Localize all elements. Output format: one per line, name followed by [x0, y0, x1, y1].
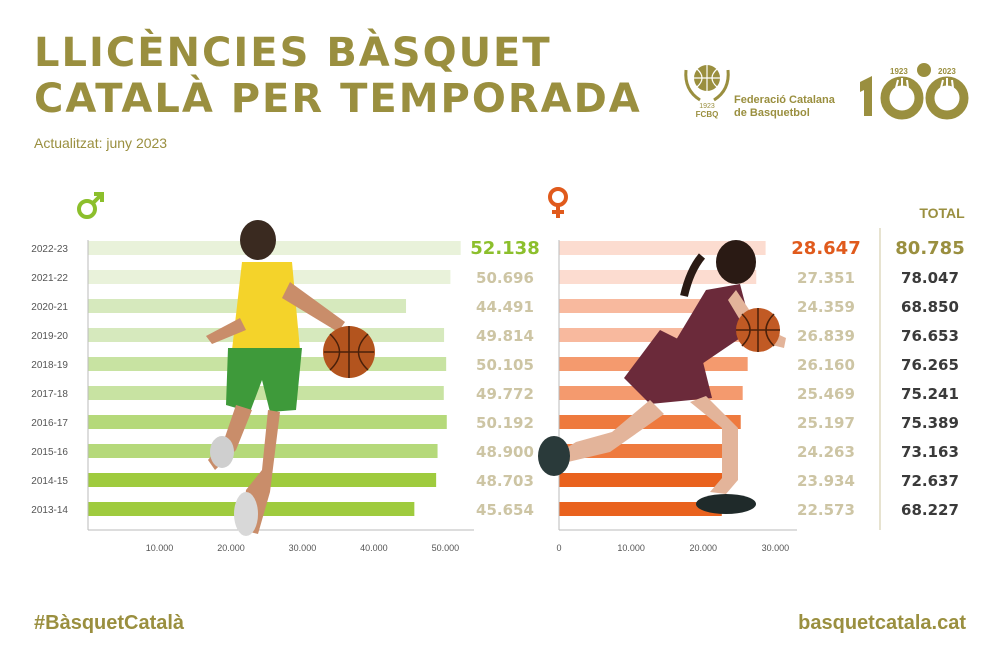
total-value-label: 72.637: [901, 472, 959, 490]
female-value-label: 25.469: [797, 385, 855, 403]
female-symbol-icon: [548, 187, 568, 218]
title-line-1: LLICÈNCIES BÀSQUET: [34, 30, 552, 76]
male-value-label: 44.491: [476, 298, 534, 316]
category-label: 2022-23: [31, 244, 68, 255]
total-value-label: 73.163: [901, 443, 959, 461]
total-value-label: 75.389: [901, 414, 959, 432]
centenary-end-year: 2023: [938, 67, 956, 76]
female-bar: [559, 502, 722, 516]
male-value-label: 45.654: [476, 501, 534, 519]
male-value-label: 48.900: [476, 443, 534, 461]
female-value-label: 25.197: [797, 414, 855, 432]
female-bar: [559, 299, 735, 313]
category-label: 2019-20: [31, 331, 68, 342]
male-value-label: 50.696: [476, 269, 534, 287]
page-title: LLICÈNCIES BÀSQUET CATALÀ PER TEMPORADA: [34, 30, 642, 122]
fcbq-name-line-2: de Basquetbol: [734, 107, 810, 119]
male-value-label: 50.105: [476, 356, 534, 374]
total-value-label: 76.265: [901, 356, 959, 374]
category-label: 2017-18: [31, 389, 68, 400]
female-x-tick-label: 0: [556, 543, 561, 553]
female-value-label: 27.351: [797, 269, 855, 287]
female-value-label: 26.160: [797, 356, 855, 374]
total-value-label: 75.241: [901, 385, 959, 403]
centenary-100-icon: 1923 2023: [860, 63, 969, 120]
fcbq-abbr: FCBQ: [696, 110, 719, 119]
male-value-label: 52.138: [470, 238, 539, 259]
category-label: 2014-15: [31, 476, 68, 487]
centenary-logo: 1923 2023: [852, 60, 972, 122]
hashtag: #BàsquetCatalà: [34, 612, 185, 634]
fcbq-name: Federació Catalana de Basquetbol: [734, 94, 835, 120]
female-bar: [559, 473, 732, 487]
male-x-tick-label: 30.000: [289, 543, 317, 553]
category-label: 2013-14: [31, 505, 68, 516]
female-x-tick-label: 30.000: [762, 543, 790, 553]
website-link[interactable]: basquetcatala.cat: [798, 612, 966, 634]
female-value-label: 26.839: [797, 327, 855, 345]
male-symbol-icon: [77, 192, 104, 219]
male-x-tick-label: 10.000: [146, 543, 174, 553]
centenary-start-year: 1923: [890, 67, 908, 76]
girl-player-illustration: [538, 240, 786, 514]
total-header: TOTAL: [919, 205, 965, 221]
male-value-label: 49.772: [476, 385, 534, 403]
fcbq-logo: 1923 FCBQ Federació Catalana de Basquetb…: [682, 60, 852, 122]
male-value-label: 48.703: [476, 472, 534, 490]
female-bar: [559, 241, 766, 255]
male-value-label: 49.814: [476, 327, 534, 345]
male-x-tick-label: 50.000: [432, 543, 460, 553]
female-x-tick-label: 10.000: [617, 543, 645, 553]
total-value-label: 76.653: [901, 327, 959, 345]
female-value-label: 22.573: [797, 501, 855, 519]
category-label: 2015-16: [31, 447, 68, 458]
fcbq-name-line-1: Federació Catalana: [734, 94, 835, 106]
male-bar: [88, 444, 438, 458]
category-label: 2021-22: [31, 273, 68, 284]
female-value-label: 28.647: [791, 238, 860, 259]
category-label: 2016-17: [31, 418, 68, 429]
total-value-label: 78.047: [901, 269, 959, 287]
female-value-label: 23.934: [797, 472, 855, 490]
total-value-label: 68.850: [901, 298, 959, 316]
basketball-hands-icon: 1923 FCBQ: [684, 65, 730, 119]
female-bar: [559, 270, 757, 284]
male-value-label: 50.192: [476, 414, 534, 432]
category-label: 2020-21: [31, 302, 68, 313]
updated-date: Actualitzat: juny 2023: [34, 135, 168, 151]
female-value-label: 24.359: [797, 298, 855, 316]
total-value-label: 68.227: [901, 501, 959, 519]
title-line-2: CATALÀ PER TEMPORADA: [34, 76, 642, 122]
fcbq-year: 1923: [699, 103, 715, 110]
chart-labels: 2022-23 52.138 2021-22 50.696 2020-21 44.491 2…: [31, 238, 964, 553]
total-value-label: 80.785: [895, 238, 964, 259]
boy-player-illustration: [206, 220, 375, 536]
female-value-label: 24.263: [797, 443, 855, 461]
male-x-tick-label: 40.000: [360, 543, 388, 553]
category-label: 2018-19: [31, 360, 68, 371]
male-x-tick-label: 20.000: [217, 543, 245, 553]
female-x-tick-label: 20.000: [689, 543, 717, 553]
